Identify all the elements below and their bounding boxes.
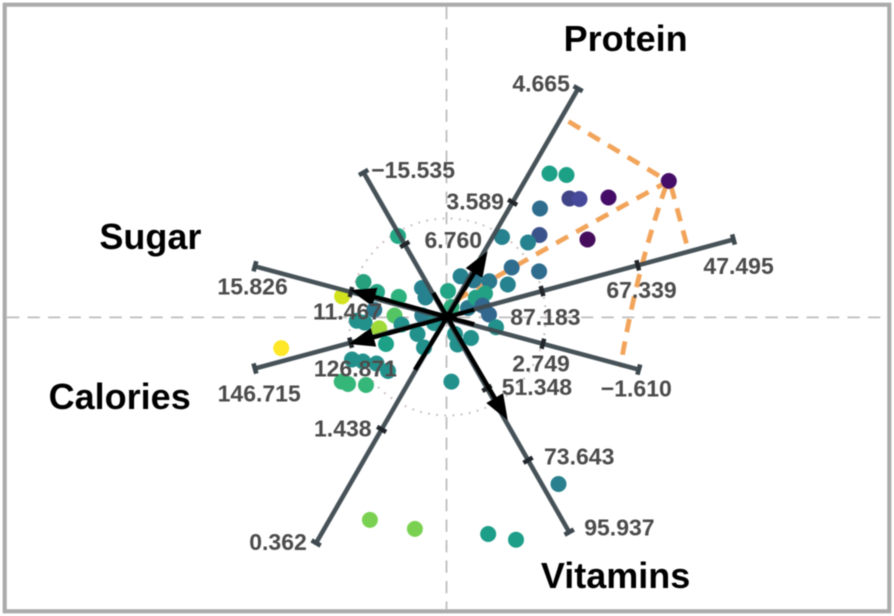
svg-text:67.339: 67.339 [606, 277, 676, 303]
svg-text:Vitamins: Vitamins [541, 555, 690, 596]
svg-text:Protein: Protein [564, 18, 688, 59]
svg-text:87.183: 87.183 [510, 304, 580, 330]
svg-text:47.495: 47.495 [703, 253, 774, 279]
svg-text:Sugar: Sugar [99, 216, 201, 257]
svg-text:3.589: 3.589 [446, 188, 504, 214]
svg-text:−15.535: −15.535 [371, 157, 455, 183]
svg-text:73.643: 73.643 [544, 444, 614, 470]
svg-text:146.715: 146.715 [218, 380, 301, 406]
svg-text:51.348: 51.348 [502, 374, 573, 400]
svg-text:0.362: 0.362 [249, 529, 307, 555]
svg-text:−1.610: −1.610 [601, 375, 672, 401]
svg-text:15.826: 15.826 [217, 274, 287, 300]
svg-text:Calories: Calories [49, 376, 191, 417]
svg-text:6.760: 6.760 [425, 227, 483, 253]
svg-text:11.467: 11.467 [313, 299, 382, 325]
svg-text:2.749: 2.749 [512, 350, 570, 376]
svg-text:4.665: 4.665 [512, 71, 570, 97]
svg-text:1.438: 1.438 [314, 415, 372, 441]
svg-text:95.937: 95.937 [584, 514, 654, 540]
svg-text:126.871: 126.871 [314, 356, 397, 382]
